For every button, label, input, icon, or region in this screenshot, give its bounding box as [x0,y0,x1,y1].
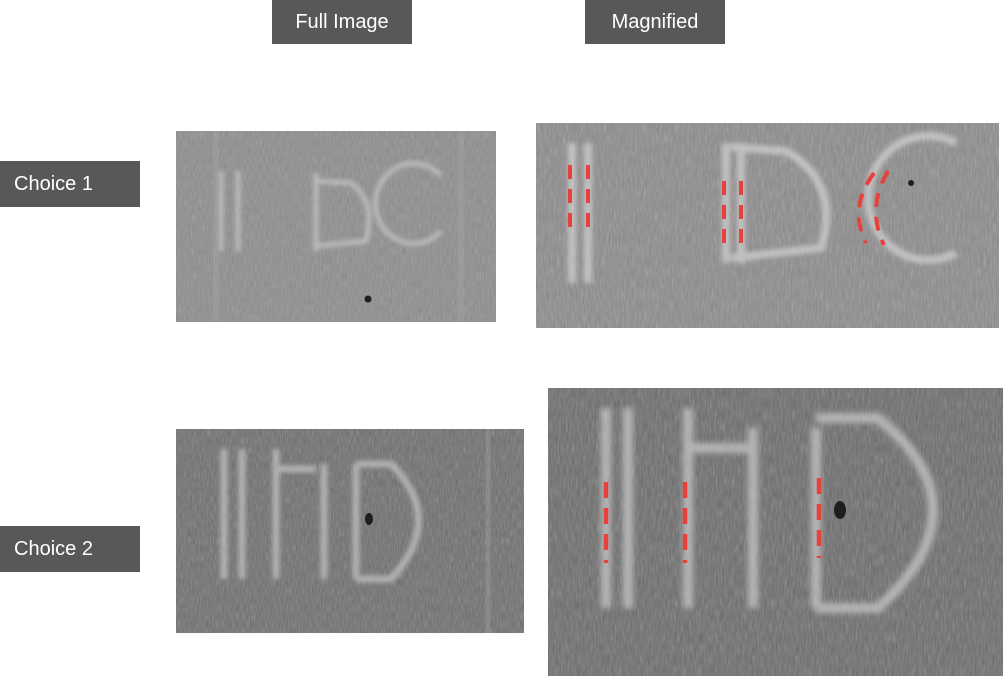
full-image-header: Full Image [272,0,412,44]
choice-2-full-image [176,429,524,633]
annotation-marks [603,478,822,563]
choice-1-label: Choice 1 [0,161,140,207]
choice-1-magnified [536,123,999,328]
choice-2-label: Choice 2 [0,526,140,572]
annotation-marks [568,165,890,251]
choice-1-full-image [176,131,496,322]
choice-2-magnified [548,388,1003,676]
magnified-header: Magnified [585,0,725,44]
